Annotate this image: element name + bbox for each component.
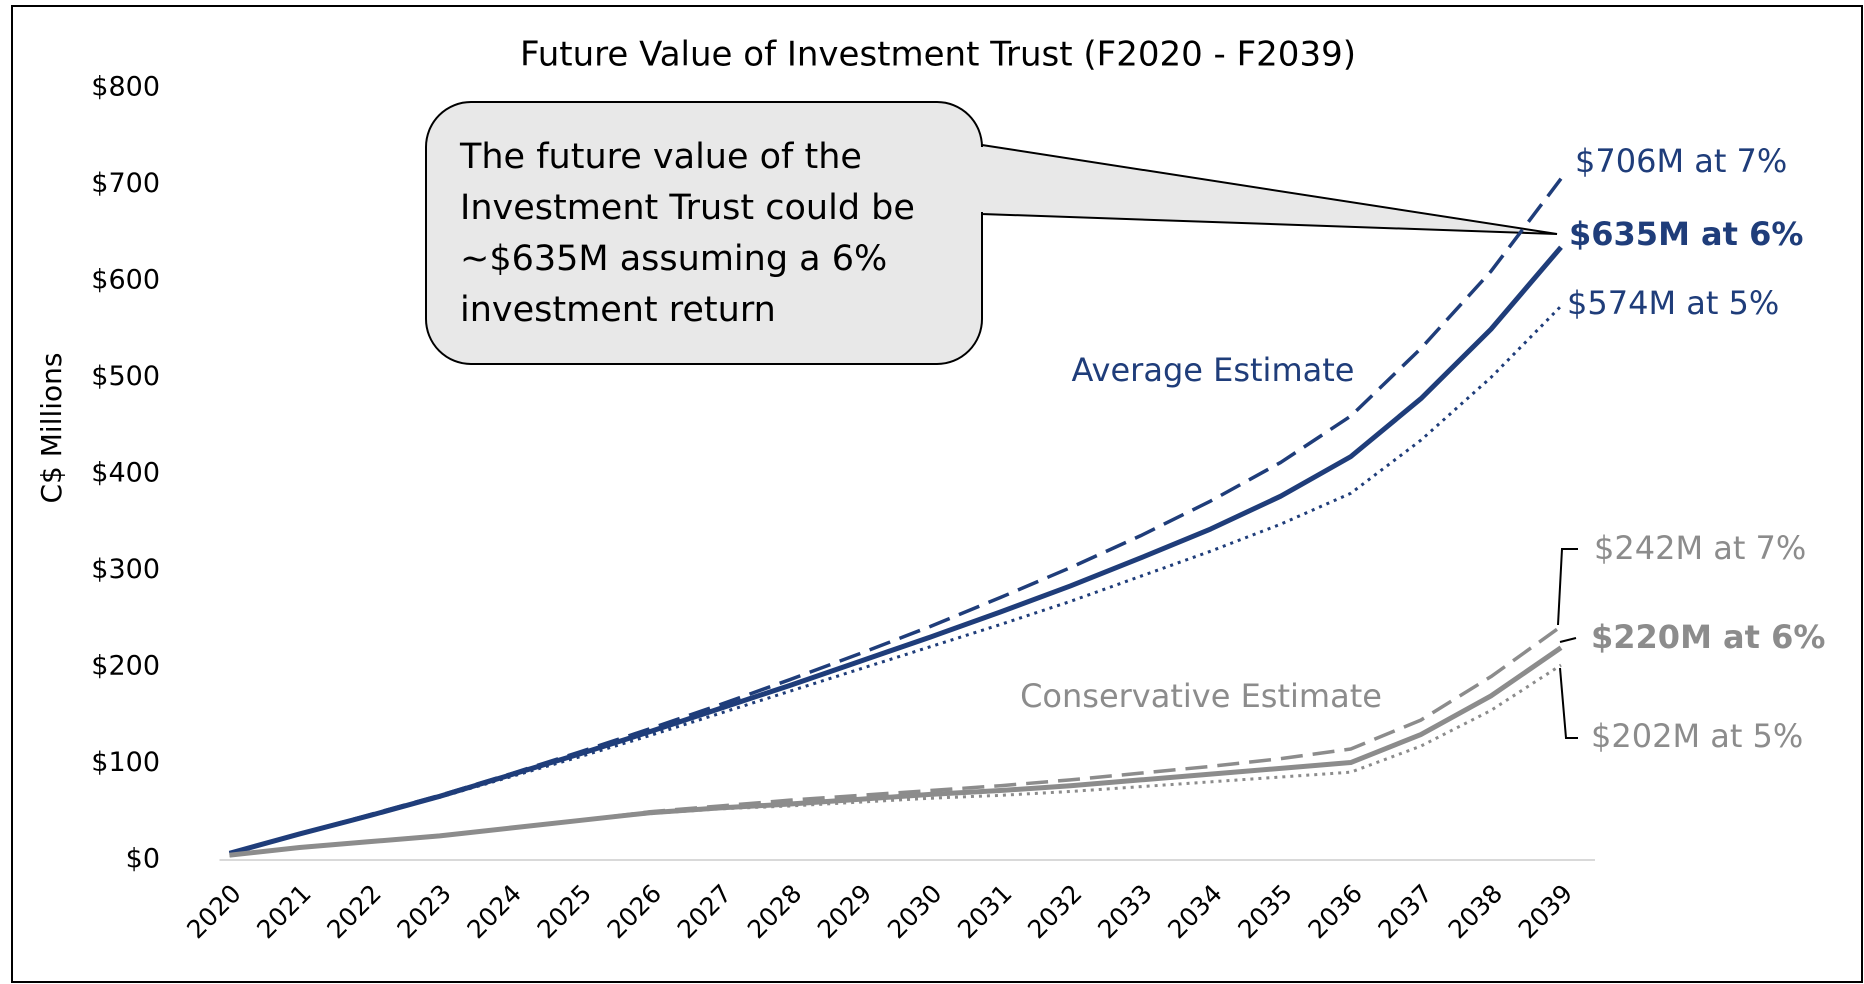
end-label: $242M at 7%	[1594, 529, 1806, 567]
y-tick-label: $400	[91, 458, 160, 489]
leader-line	[1557, 548, 1578, 626]
y-tick-label: $700	[91, 168, 160, 199]
end-label: $220M at 6%	[1591, 618, 1825, 656]
end-label: $574M at 5%	[1567, 284, 1779, 322]
callout-text: investment return	[460, 290, 776, 330]
y-tick-label: $500	[91, 361, 160, 392]
y-tick-label: $800	[91, 72, 160, 103]
y-axis-label: C$ Millions	[35, 352, 68, 503]
series-line	[228, 245, 1563, 856]
leader-line	[1559, 637, 1577, 643]
callout-box	[425, 101, 983, 365]
y-tick-label: $300	[91, 554, 160, 585]
end-label: $635M at 6%	[1569, 215, 1803, 253]
callout-text: Investment Trust could be	[460, 188, 915, 228]
callout-text: ~$635M assuming a 6%	[460, 239, 887, 279]
series-line	[229, 645, 1563, 858]
series-line	[229, 663, 1562, 857]
group-label: Average Estimate	[1072, 351, 1355, 389]
chart-title: Future Value of Investment Trust (F2020 …	[520, 35, 1356, 75]
callout-join	[978, 147, 986, 212]
end-label: $202M at 5%	[1591, 717, 1803, 755]
group-label: Conservative Estimate	[1020, 677, 1382, 715]
y-tick-label: $200	[91, 651, 160, 682]
end-label: $706M at 7%	[1575, 142, 1787, 180]
leader-line	[1559, 667, 1578, 739]
y-tick-label: $600	[91, 265, 160, 296]
callout-text: The future value of the	[459, 137, 862, 177]
y-tick-label: $0	[126, 844, 160, 875]
y-tick-label: $100	[91, 747, 160, 778]
